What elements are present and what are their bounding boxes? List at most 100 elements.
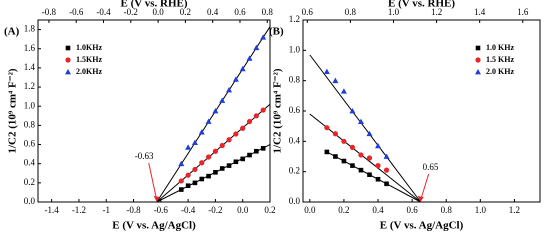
y-tick-label: 0.2 [24,177,35,187]
legend-marker [475,57,481,63]
x-tick-label: 0.4 [372,205,384,215]
y-tick-label: 0.8 [24,119,36,129]
point [358,167,364,173]
point [219,97,226,103]
point [192,180,198,186]
point [226,163,232,168]
y-tick-label: 1.0 [24,100,36,110]
x2-tick-label: 0.0 [152,7,164,17]
point [205,118,212,124]
point [206,173,211,179]
point [260,146,266,151]
point [332,131,338,137]
point [323,68,330,74]
point [375,163,381,169]
x-tick-label: 0.6 [406,205,418,215]
x2-axis-label: E (V vs. RHE) [388,0,455,10]
y-tick-label: 0.8 [289,75,301,85]
arrow-head [153,196,160,202]
point [246,118,253,125]
x2-tick-label: -0.6 [69,7,84,17]
point [366,155,373,161]
fit-line [156,26,271,203]
x-tick-label: 1.0 [475,205,487,215]
point [253,44,260,51]
point [350,163,355,168]
legend-label: 2.0KHz [76,67,102,76]
x2-axis-label: E (V vs. RHE) [120,0,187,10]
fit-line [326,151,421,203]
y-tick-label: 1.4 [24,62,36,72]
y-tick-label: 0.4 [24,158,36,168]
point [232,76,239,82]
point [240,156,246,162]
point [192,166,198,173]
point [367,172,372,177]
panel-label: (B) [269,26,284,38]
point [185,183,191,189]
point [178,187,184,192]
y-tick-label: 0.2 [289,166,300,176]
point [358,152,364,158]
point [226,137,232,143]
x2-tick-label: 0.4 [207,7,219,17]
y-axis-label: 1/C2 (10⁹ cm⁴ F⁻²) [272,68,284,153]
point [260,34,267,40]
legend-marker [65,57,71,63]
point [383,153,390,159]
point [349,144,356,150]
annotation-arrow [420,173,430,201]
x2-tick-label: 0.6 [302,7,314,17]
x-tick-label: -1.2 [72,205,86,215]
point [341,158,347,164]
point [366,130,373,137]
point [213,170,218,175]
x2-tick-label: 0.8 [262,7,274,17]
x2-tick-label: 0.6 [234,7,246,17]
x2-tick-label: 0.8 [345,7,357,17]
x-axis-label: E (V vs. Ag/AgCl) [112,220,196,232]
point [226,86,233,93]
legend-marker [475,45,481,51]
point [219,166,225,171]
y-tick-label: 1.0 [289,44,301,54]
x2-tick-label: 1.4 [474,7,486,17]
point [375,142,382,149]
point [383,167,390,173]
x2-tick-label: 1.2 [431,7,442,17]
point [185,144,192,150]
legend-label: 1.5 KHz [486,55,514,64]
point [247,152,252,158]
point [199,176,205,182]
point [178,160,185,167]
point [341,138,347,144]
annotation: -0.63 [135,151,154,161]
legend-marker [475,69,481,75]
x-tick-label: 0.0 [304,205,316,215]
legend-marker [65,45,71,51]
y-tick-label: 0.0 [24,196,36,206]
y-tick-label: 0.6 [289,105,301,115]
x-tick-label: 0.0 [237,205,249,215]
point [219,142,225,149]
x-axis-label: E (V vs. Ag/AgCl) [380,220,464,232]
arrow-head [417,196,424,202]
y-axis-label: 1/C2 (10⁹ cm⁴ F⁻²) [7,68,19,153]
y-tick-label: 0.4 [289,135,301,145]
point [199,160,205,166]
annotation: 0.65 [423,162,439,172]
x2-tick-label: -0.4 [96,7,111,17]
point [239,65,246,72]
point [333,154,338,159]
panel-label: (A) [4,26,20,38]
y-tick-label: 1.2 [289,14,300,24]
x2-tick-label: 0.2 [180,7,191,17]
point [349,108,356,114]
point [233,131,239,137]
point [212,148,219,154]
x2-tick-label: -0.2 [124,7,138,17]
legend-label: 2.0 KHz [486,67,514,76]
fit-line [309,54,422,203]
point [198,129,205,135]
